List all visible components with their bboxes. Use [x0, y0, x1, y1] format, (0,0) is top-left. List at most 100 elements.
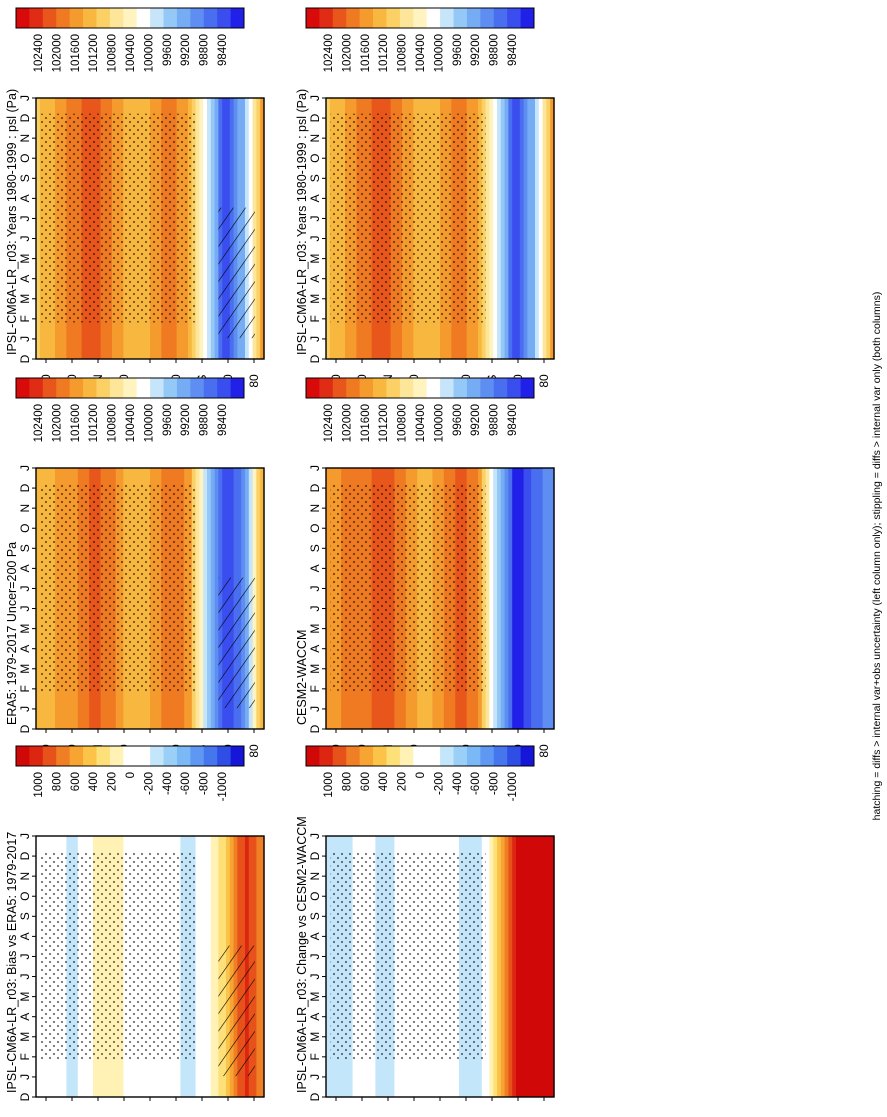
heatmap-cell [214, 98, 219, 359]
colorbar-swatch [217, 746, 231, 766]
colorbar-tick-label: 101600 [70, 34, 82, 72]
month-tick-label: N [18, 504, 32, 513]
colorbar-swatch [346, 378, 361, 398]
colorbar-swatch [306, 378, 320, 398]
month-tick-label: D [18, 354, 32, 363]
month-tick-label: S [18, 174, 32, 182]
colorbar-tick-label: 100800 [107, 34, 119, 72]
heatmap-cell [489, 836, 494, 1097]
colorbar-swatch [217, 378, 231, 398]
lat-tick-label: 80 [247, 374, 261, 388]
colorbar-frame [15, 377, 245, 399]
heatmap-cell [493, 468, 498, 729]
colorbar-tick-label: 99600 [452, 404, 464, 436]
colorbar-tick-label: 1000 [323, 772, 335, 798]
colorbar-swatch [136, 8, 151, 28]
colorbar-tick-label: 102000 [51, 404, 63, 442]
colorbar-swatch [386, 746, 401, 766]
colorbar-tick-label: 200 [397, 772, 409, 791]
heatmap-cell [500, 98, 506, 359]
colorbar-tick-label: 98400 [507, 404, 519, 436]
colorbar-tick-label: 1000 [33, 772, 45, 798]
chart-panel-left-bottom: 8060°N20020°S6080DJFMAMJJASONDJIPSL-CM6A… [5, 745, 265, 1117]
heatmap-cell [207, 98, 212, 359]
colorbar-swatch [230, 746, 245, 766]
colorbar-swatch [359, 746, 374, 766]
heatmap-cell [493, 98, 498, 359]
colorbar-swatch [373, 746, 387, 766]
heatmap-cell [36, 468, 41, 729]
heatmap-cell [519, 468, 525, 729]
month-tick-label: J [308, 1074, 322, 1080]
colorbar-swatch [69, 378, 84, 398]
colorbar-swatch [16, 8, 30, 28]
month-tick-label: S [308, 544, 322, 552]
colorbar-swatch [150, 746, 164, 766]
heatmap-cell [550, 836, 555, 1097]
month-tick-label: M [308, 664, 322, 674]
month-tick-label: J [18, 606, 32, 612]
heatmap-cell [512, 836, 517, 1097]
colorbar-swatch [466, 378, 481, 398]
colorbar-swatch [520, 746, 535, 766]
month-tick-label: J [308, 585, 322, 591]
month-tick-label: O [18, 524, 32, 533]
month-tick-label: S [308, 174, 322, 182]
month-tick-label: A [308, 932, 322, 940]
colorbar-tick-label: 101600 [70, 404, 82, 442]
month-tick-label: M [308, 1032, 322, 1042]
stippling-overlay [40, 483, 196, 693]
month-tick-label: M [308, 992, 322, 1002]
colorbar-swatch [413, 746, 428, 766]
heatmap-cell [195, 468, 200, 729]
heatmap-cell [203, 468, 208, 729]
month-tick-label: A [308, 1013, 322, 1021]
month-tick-label: A [308, 194, 322, 202]
heatmap-cell [210, 468, 216, 729]
colorbar-swatch [150, 8, 164, 28]
lat-tick-label: 80 [247, 744, 261, 758]
heatmap-cell [508, 468, 513, 729]
month-tick-label: J [308, 336, 322, 342]
colorbar-swatch [29, 746, 44, 766]
month-tick-label: F [18, 685, 32, 692]
month-tick-label: N [18, 872, 32, 881]
colorbar-swatch [69, 746, 84, 766]
colorbar-tick-label: 98400 [217, 34, 229, 66]
colorbar-swatch [453, 378, 468, 398]
month-tick-label: M [18, 254, 32, 264]
heatmap-cell [497, 98, 502, 359]
heatmap-cell [497, 836, 502, 1097]
month-tick-label: A [308, 564, 322, 572]
colorbar-tick-label: 400 [378, 772, 390, 791]
colorbar-tick-label: 102000 [341, 34, 353, 72]
month-tick-label: M [18, 294, 32, 304]
heatmap-cell [508, 836, 513, 1097]
chart-panel-left-middle: 8060°N20020°S6080DJFMAMJJASONDJERA5: 197… [5, 377, 265, 758]
colorbar-swatch [123, 746, 138, 766]
heatmap-cell [36, 98, 41, 359]
month-tick-label: J [308, 974, 322, 980]
colorbar-swatch [69, 8, 84, 28]
colorbar-swatch [373, 378, 387, 398]
heatmap-cell [542, 836, 547, 1097]
hatching-overlay [218, 945, 255, 1077]
heatmap-cell [260, 468, 265, 729]
colorbar-tick-label: -200 [143, 772, 155, 795]
panel-title: ERA5: 1979-2017 Uncer=200 Pa [5, 542, 19, 725]
colorbar-swatch [109, 746, 124, 766]
month-tick-label: D [308, 354, 322, 363]
month-tick-label: A [308, 275, 322, 283]
heatmap-cell [531, 468, 536, 729]
month-tick-label: F [18, 1053, 32, 1060]
colorbar-swatch [507, 378, 521, 398]
colorbar-tick-label: -600 [180, 772, 192, 795]
colorbar-swatch [520, 378, 535, 398]
month-tick-label: J [18, 585, 32, 591]
heatmap-cell [256, 98, 261, 359]
month-tick-label: F [308, 1053, 322, 1060]
colorbar-swatch [426, 8, 441, 28]
colorbar-swatch [16, 746, 30, 766]
colorbar-swatch [136, 378, 151, 398]
